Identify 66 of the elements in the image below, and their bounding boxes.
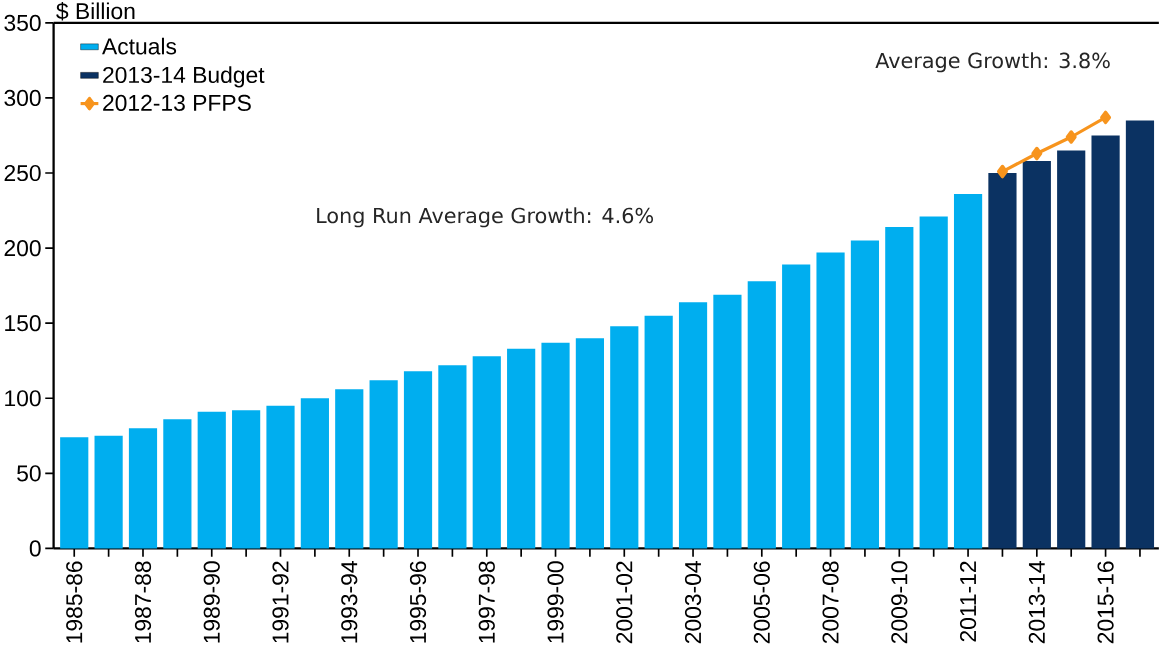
- x-tick-label: 2005-06: [753, 561, 770, 644]
- point: [1065, 130, 1077, 144]
- bar: [1091, 135, 1120, 549]
- bar: [885, 227, 914, 549]
- bar: [541, 342, 570, 549]
- x-tick-label: 2001-02: [616, 561, 633, 644]
- bar: [610, 326, 639, 549]
- legend-label: 2012-13 PFPS: [103, 94, 251, 112]
- bar: [128, 428, 158, 549]
- bar: [163, 419, 192, 549]
- x-tick-label: 2003-04: [684, 561, 702, 644]
- legend-label: 2013-14 Budget: [103, 66, 265, 88]
- x-tick-label: 1985-86: [66, 561, 83, 643]
- bar: [988, 173, 1017, 549]
- bar: [747, 281, 776, 549]
- bar: [782, 264, 811, 549]
- bar: [472, 356, 501, 549]
- y-tick-label: 0: [29, 540, 41, 557]
- bar: [197, 411, 226, 549]
- point: [1031, 146, 1043, 161]
- x-tick-label: 2013-14: [1028, 561, 1045, 644]
- bar: [816, 252, 845, 549]
- x-tick-label: 1999-00: [547, 561, 564, 643]
- bar: [850, 240, 880, 549]
- bar: [919, 216, 948, 549]
- bar: [369, 380, 398, 549]
- bar: [94, 435, 123, 549]
- bar: [644, 315, 673, 549]
- bar: [507, 348, 536, 549]
- y-tick-label: 350: [4, 14, 41, 32]
- x-tick-label: 1991-92: [272, 561, 289, 643]
- bar: [300, 398, 329, 549]
- legend-label: Actuals: [102, 37, 177, 55]
- y-tick-label: 200: [4, 240, 41, 257]
- x-tick-label: 2007-08: [822, 561, 839, 644]
- point: [1100, 110, 1112, 125]
- annotation: Average Growth: 3.8%: [875, 52, 1110, 73]
- y-tick-label: 50: [17, 465, 41, 482]
- y-tick-label: 250: [4, 165, 41, 182]
- x-tick-label: 1997-98: [478, 561, 495, 643]
- bar: [1125, 120, 1155, 549]
- y-tick-label: 100: [5, 390, 41, 407]
- bar: [678, 302, 708, 549]
- bar: [1022, 161, 1051, 549]
- annotation: Long Run Average Growth: 4.6%: [317, 207, 654, 228]
- x-tick-label: 2009-10: [891, 561, 908, 644]
- bar: [266, 405, 295, 549]
- point: [996, 164, 1008, 179]
- x-tick-label: 2015-16: [1097, 561, 1114, 644]
- x-tick-label: 1987-88: [134, 561, 152, 643]
- bar: [1057, 150, 1086, 549]
- bar: [713, 294, 742, 549]
- bar: [953, 194, 983, 549]
- bar: [60, 437, 89, 549]
- bar: [232, 410, 261, 549]
- x-tick-label: 1993-94: [341, 561, 358, 643]
- x-tick-label: 1995-96: [409, 561, 427, 643]
- bar: [335, 389, 364, 549]
- bar: [403, 371, 433, 549]
- x-tick-label: 1989-90: [203, 561, 220, 643]
- bar: [575, 338, 604, 549]
- y-axis-title: $ Billion: [56, 2, 135, 21]
- y-tick-label: 300: [4, 89, 41, 107]
- y-tick-label: 150: [5, 315, 41, 332]
- bar: [438, 365, 467, 549]
- x-tick-label: 2011-12: [959, 561, 977, 642]
